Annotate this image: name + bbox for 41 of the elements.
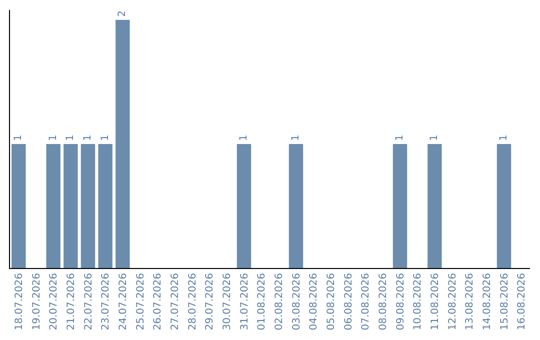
x-tick-label: 04.08.2026 — [308, 273, 320, 330]
data-label: 1 — [429, 134, 440, 141]
x-tick-label: 15.08.2026 — [499, 273, 510, 330]
x-tick-label: 07.08.2026 — [360, 273, 372, 330]
x-tick-label: 13.08.2026 — [464, 273, 476, 330]
x-tick-label: 25.07.2026 — [135, 273, 146, 330]
x-tick-label: 05.08.2026 — [326, 273, 337, 330]
data-label: 1 — [82, 134, 94, 141]
data-label: 2 — [117, 10, 128, 17]
x-tick-label: 21.07.2026 — [66, 273, 77, 330]
data-label: 1 — [65, 134, 76, 141]
data-label: 1 — [394, 134, 406, 141]
x-tick-label: 03.08.2026 — [291, 273, 302, 330]
data-label: 1 — [13, 134, 24, 141]
x-tick-label: 22.07.2026 — [83, 273, 94, 330]
x-tick-label: 10.08.2026 — [412, 273, 424, 330]
x-tick-label: 08.08.2026 — [378, 273, 389, 330]
x-tick-label: 27.07.2026 — [170, 273, 181, 330]
x-tick-label: 23.07.2026 — [100, 273, 112, 330]
data-label: 1 — [48, 134, 59, 141]
data-label: 1 — [238, 134, 250, 141]
x-tick-label: 14.08.2026 — [482, 273, 493, 330]
x-tick-label: 02.08.2026 — [274, 273, 285, 330]
x-tick-label: 28.07.2026 — [187, 273, 198, 330]
x-tick-label: 16.08.2026 — [516, 273, 528, 330]
x-tick-label: 01.08.2026 — [256, 273, 268, 330]
x-tick-label: 30.07.2026 — [222, 273, 233, 330]
data-label: 1 — [100, 134, 111, 141]
x-tick-label: 18.07.2026 — [14, 273, 25, 330]
x-tick-label: 29.07.2026 — [204, 273, 216, 330]
x-tick-label: 09.08.2026 — [395, 273, 406, 330]
x-tick-label: 06.08.2026 — [343, 273, 354, 330]
x-tick-label: 20.07.2026 — [48, 273, 60, 330]
x-tick-label: 11.08.2026 — [430, 273, 441, 330]
data-label: 1 — [290, 134, 302, 141]
x-tick-label: 31.07.2026 — [239, 273, 250, 330]
x-tick-label: 12.08.2026 — [447, 273, 458, 330]
x-tick-label: 26.07.2026 — [152, 273, 164, 330]
data-label: 1 — [498, 134, 510, 141]
x-tick-label: 19.07.2026 — [31, 273, 42, 330]
x-tick-label: 24.07.2026 — [118, 273, 129, 330]
